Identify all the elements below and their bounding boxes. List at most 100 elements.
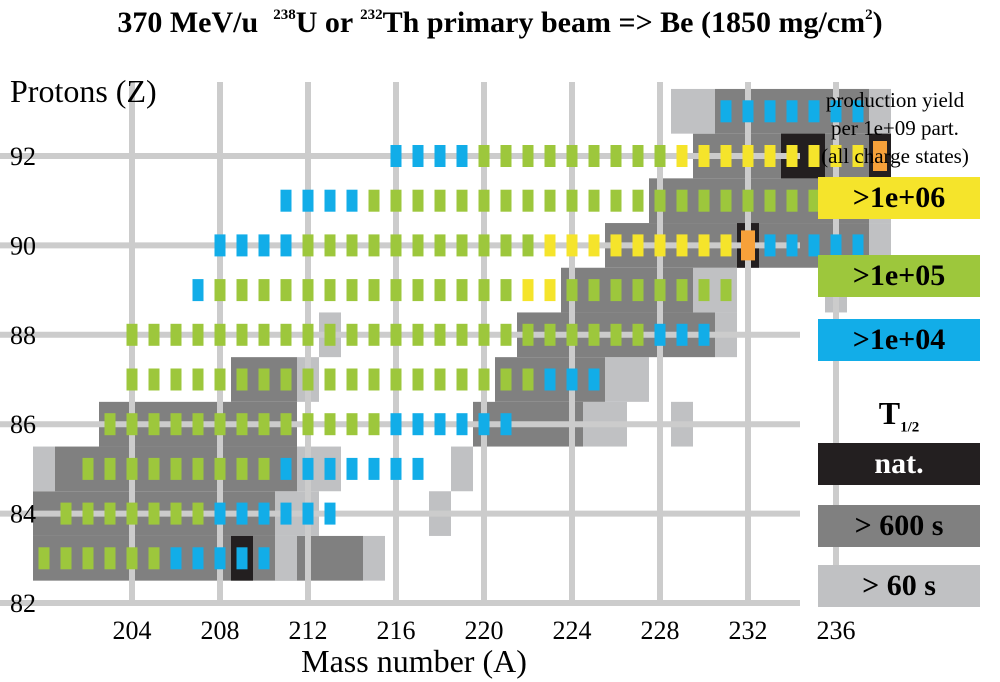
yield-mark-1e5	[324, 279, 336, 302]
yield-mark-1e5	[808, 189, 820, 212]
yield-mark-1e5	[478, 234, 490, 257]
yield-mark-1e5	[588, 323, 600, 346]
yield-mark-1e5	[170, 457, 182, 480]
yield-mark-1e5	[522, 368, 534, 391]
yield-mark-1e5	[148, 413, 160, 436]
yield-mark-1e5	[544, 323, 556, 346]
yield-mark-1e5	[588, 189, 600, 212]
yield-mark-1e5	[38, 547, 50, 570]
yield-mark-1e5	[346, 279, 358, 302]
yield-mark-1e5	[588, 145, 600, 167]
yield-mark-highlight	[873, 141, 887, 171]
yield-mark-1e5	[126, 323, 138, 346]
yield-mark-1e4	[390, 145, 402, 167]
yield-mark-1e5	[302, 413, 314, 436]
yield-mark-1e5	[60, 547, 72, 570]
yield-mark-1e4	[500, 413, 512, 436]
yield-mark-1e4	[214, 234, 226, 257]
yield-mark-1e5	[390, 323, 402, 346]
yield-layer	[38, 100, 887, 570]
yield-mark-1e5	[368, 323, 380, 346]
yield-mark-1e5	[742, 189, 754, 212]
yield-mark-1e5	[720, 279, 732, 302]
yield-mark-1e5	[126, 413, 138, 436]
yield-mark-1e6	[632, 234, 644, 257]
yield-mark-1e5	[302, 368, 314, 391]
yield-mark-1e4	[698, 323, 710, 346]
yield-mark-1e4	[566, 368, 578, 391]
yield-mark-1e4	[808, 234, 820, 257]
yield-mark-1e5	[522, 145, 534, 167]
yield-mark-1e5	[500, 368, 512, 391]
yield-mark-1e5	[302, 279, 314, 302]
yield-mark-1e4	[434, 145, 446, 167]
yield-mark-1e5	[368, 234, 380, 257]
legend-halflife-sub: 1/2	[900, 419, 920, 436]
yield-mark-1e4	[258, 234, 270, 257]
yield-mark-1e4	[456, 145, 468, 167]
yield-mark-1e5	[478, 279, 490, 302]
yield-mark-1e6	[786, 145, 798, 167]
yield-mark-1e5	[60, 502, 72, 525]
y-tick-label: 88	[10, 321, 36, 350]
yield-mark-1e5	[698, 279, 710, 302]
y-axis-label: Protons (Z)	[10, 73, 157, 109]
yield-mark-1e6	[698, 145, 710, 167]
yield-mark-1e5	[324, 368, 336, 391]
yield-mark-1e5	[170, 368, 182, 391]
yield-mark-1e5	[258, 413, 270, 436]
yield-mark-1e5	[412, 368, 424, 391]
yield-mark-1e5	[236, 368, 248, 391]
yield-mark-1e5	[82, 502, 94, 525]
yield-mark-1e5	[390, 368, 402, 391]
yield-mark-1e4	[192, 279, 204, 302]
yield-mark-1e5	[126, 547, 138, 570]
yield-mark-1e5	[82, 547, 94, 570]
yield-mark-1e4	[368, 457, 380, 480]
yield-mark-1e5	[192, 502, 204, 525]
yield-mark-1e5	[390, 279, 402, 302]
title-rest: primary beam => Be (1850 mg/cm	[426, 6, 866, 39]
yield-mark-1e5	[192, 323, 204, 346]
yield-mark-1e4	[280, 457, 292, 480]
yield-mark-1e5	[786, 189, 798, 212]
yield-mark-1e5	[456, 368, 468, 391]
yield-mark-1e5	[236, 413, 248, 436]
legend-yield-line: per 1e+09 part.	[831, 116, 959, 140]
yield-mark-1e5	[214, 323, 226, 346]
yield-mark-1e6	[588, 234, 600, 257]
yield-mark-1e6	[522, 279, 534, 302]
yield-mark-1e6	[610, 234, 622, 257]
yield-mark-1e5	[654, 189, 666, 212]
yield-mark-1e5	[302, 234, 314, 257]
halflife-cell-gt600	[33, 535, 297, 581]
yield-mark-1e4	[280, 234, 292, 257]
x-tick-label: 212	[289, 616, 328, 645]
yield-mark-1e4	[390, 413, 402, 436]
yield-mark-1e5	[412, 189, 424, 212]
legend-halflife-gt60: > 60 s	[818, 565, 980, 607]
yield-mark-1e5	[566, 323, 578, 346]
yield-mark-1e6	[764, 145, 776, 167]
yield-mark-1e5	[588, 279, 600, 302]
yield-mark-1e5	[258, 368, 270, 391]
x-tick-label: 224	[553, 616, 592, 645]
yield-mark-1e4	[412, 145, 424, 167]
legend-yield-1e5: >1e+05	[818, 255, 980, 297]
yield-mark-1e5	[434, 189, 446, 212]
yield-mark-1e5	[126, 368, 138, 391]
yield-mark-1e5	[236, 279, 248, 302]
yield-mark-1e5	[214, 279, 226, 302]
x-tick-label: 208	[201, 616, 240, 645]
legend-yield-note: production yield per 1e+09 part. (all ch…	[790, 86, 1000, 170]
yield-mark-1e4	[258, 547, 270, 570]
yield-mark-1e5	[566, 145, 578, 167]
legend-halflife-gt600: > 600 s	[818, 505, 980, 547]
yield-mark-1e4	[214, 547, 226, 570]
yield-mark-1e5	[258, 279, 270, 302]
yield-mark-1e5	[346, 234, 358, 257]
yield-mark-1e4	[654, 323, 666, 346]
halflife-cell-gt60	[33, 446, 55, 492]
yield-mark-1e4	[170, 547, 182, 570]
